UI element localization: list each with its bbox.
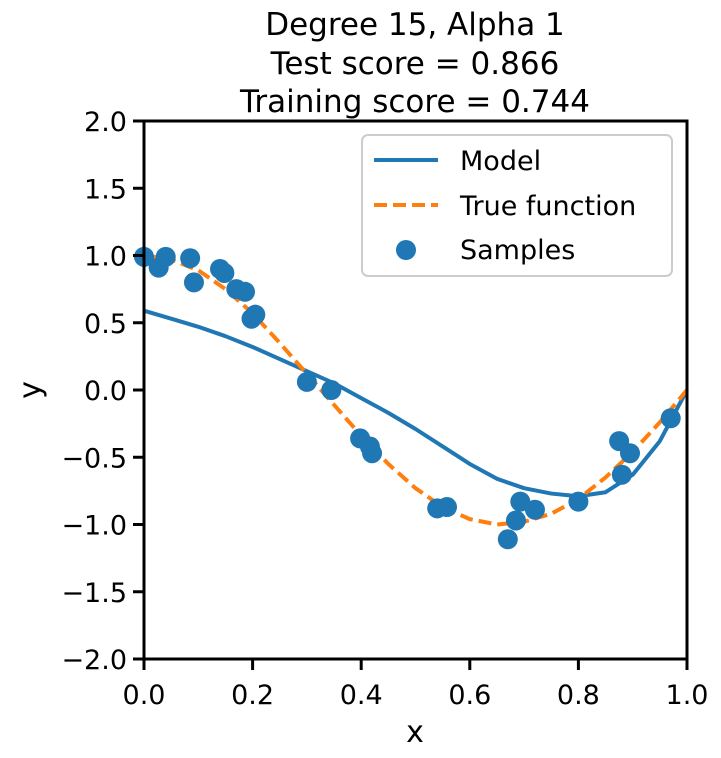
x-tick-label: 0.4 bbox=[340, 680, 383, 711]
y-tick-label: 0.0 bbox=[84, 376, 127, 407]
sample-point bbox=[568, 491, 589, 512]
title-line-3: Training score = 0.744 bbox=[239, 84, 590, 120]
sample-point bbox=[214, 262, 235, 283]
title-line-1: Degree 15, Alpha 1 bbox=[265, 7, 565, 43]
legend: Model True function Samples bbox=[361, 134, 673, 277]
plot-points bbox=[134, 246, 681, 550]
sample-point bbox=[497, 529, 518, 550]
x-tick-label: 0.2 bbox=[231, 680, 274, 711]
sample-point bbox=[436, 497, 457, 518]
y-tick-label: 0.5 bbox=[84, 309, 127, 340]
y-tick-label: −0.5 bbox=[61, 443, 127, 474]
sample-point bbox=[183, 272, 204, 293]
legend-samples-swatch bbox=[396, 240, 416, 260]
x-tick-label: 0.0 bbox=[123, 680, 166, 711]
legend-samples-label: Samples bbox=[460, 235, 575, 266]
sample-point bbox=[362, 443, 383, 464]
y-tick-label: −1.5 bbox=[61, 578, 127, 609]
plot-lines bbox=[143, 253, 689, 527]
x-tick-label: 0.8 bbox=[557, 680, 600, 711]
sample-point bbox=[235, 281, 255, 302]
y-axis-label: y bbox=[13, 381, 48, 399]
title-line-2: Test score = 0.866 bbox=[270, 46, 560, 82]
y-tick-label: −2.0 bbox=[61, 645, 127, 676]
model-line bbox=[143, 308, 689, 499]
sample-point bbox=[660, 408, 681, 429]
y-tick-label: 1.0 bbox=[84, 242, 127, 273]
x-tick-label: 1.0 bbox=[666, 680, 709, 711]
x-axis-ticks: 0.0 0.2 0.4 0.6 0.8 1.0 bbox=[123, 659, 709, 711]
legend-model-label: Model bbox=[460, 146, 541, 177]
sample-point bbox=[321, 380, 342, 400]
y-axis-ticks: 2.0 1.5 1.0 0.5 0.0 −0.5 −1.0 −1.5 −2.0 bbox=[61, 107, 144, 676]
sample-point bbox=[524, 499, 545, 520]
y-tick-label: 1.5 bbox=[84, 174, 127, 205]
legend-true-function-label: True function bbox=[459, 191, 636, 222]
sample-point bbox=[296, 371, 317, 392]
sample-point bbox=[245, 304, 266, 325]
y-tick-label: 2.0 bbox=[84, 107, 127, 138]
sample-point bbox=[155, 246, 176, 267]
legend-box bbox=[361, 134, 673, 277]
true-function-line bbox=[143, 253, 689, 527]
sample-point bbox=[180, 248, 201, 269]
y-tick-label: −1.0 bbox=[61, 511, 127, 542]
sample-point bbox=[510, 491, 531, 512]
x-tick-label: 0.6 bbox=[448, 680, 491, 711]
x-axis-label: x bbox=[406, 715, 424, 750]
sample-point bbox=[611, 464, 632, 485]
chart-title: Degree 15, Alpha 1 Test score = 0.866 Tr… bbox=[239, 7, 590, 120]
sample-point bbox=[619, 443, 640, 464]
sample-point bbox=[505, 510, 526, 531]
